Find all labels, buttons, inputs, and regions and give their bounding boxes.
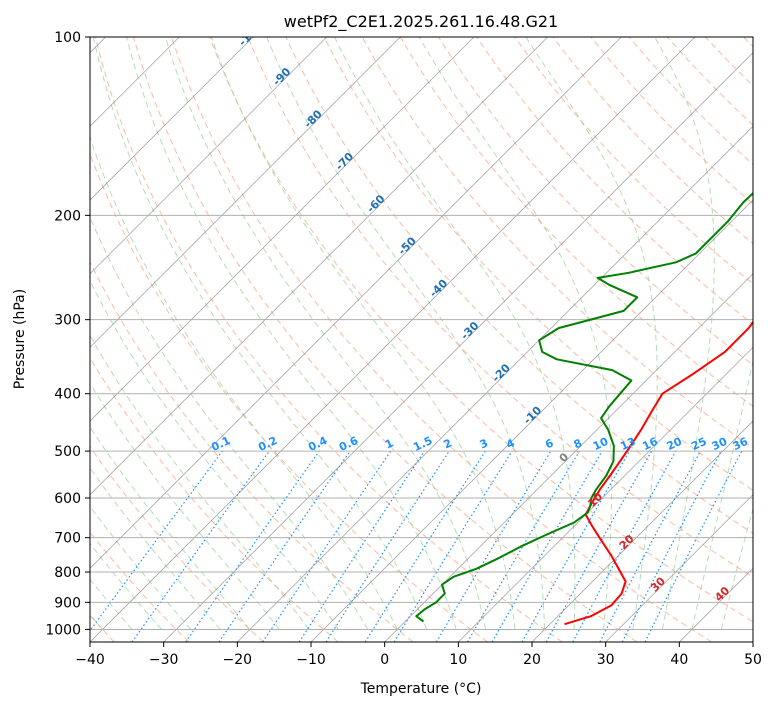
y-tick-label: 500 [54,444,81,460]
x-tick-label: −30 [149,652,179,668]
isotherm-line [90,37,622,569]
isotherm-line [90,37,475,422]
y-tick-label: 200 [54,208,81,224]
mixing-ratio-line [393,450,513,642]
y-axis-title: Pressure (hPa) [12,289,28,389]
dry-adiabat-line [247,37,753,578]
dewpoint-profile-line [415,191,753,623]
sounding-series [415,191,753,626]
temperature-profile-line [564,320,753,626]
x-tick-label: 10 [449,652,467,668]
moist-adiabat-line [720,506,753,630]
y-tick-label: 700 [54,531,81,547]
x-tick-label: 20 [523,652,541,668]
mixing-ratio-line [131,450,270,642]
x-tick-label: 50 [744,652,762,668]
dry-adiabat-line [323,37,753,491]
mixing-ratio-line [218,450,351,642]
moist-adiabat-line [266,37,546,630]
y-axis: 100 200 300 400 500 600 700 800 900 1000 [45,30,90,638]
mixing-ratio-label: 13 [618,435,637,453]
chart-title: wetPf2_C2E1.2025.261.16.48.G21 [284,12,558,32]
moist-adiabat-line [90,135,398,630]
moist-adiabat-line [90,505,192,630]
isotherm-line [163,52,753,642]
moist-adiabat-line [90,426,251,630]
dry-adiabat-line [171,37,712,642]
mixing-ratio-label: 20 [665,435,685,453]
dry-adiabat-line [285,37,753,535]
moist-adiabat-line [210,37,516,630]
isotherm-line [458,346,753,642]
x-tick-label: −20 [223,652,253,668]
x-tick-label: −10 [296,652,326,668]
moist-adiabat-line [654,37,715,630]
x-axis: −40 −30 −20 −10 0 10 20 30 40 50 [75,642,762,668]
x-tick-label: 30 [597,652,615,668]
dry-adiabat-label: -100 [236,20,265,49]
moist-adiabat-line [525,37,658,630]
y-tick-label: 600 [54,491,81,507]
dry-adiabat-line [94,37,563,642]
moist-adiabat-line [691,358,753,630]
dry-adiabat-line [132,37,638,642]
isotherm-line [90,37,254,201]
dry-adiabat-line [209,37,753,623]
isotherm-line [90,37,401,348]
moist-adiabat-line [90,215,369,630]
moist-adiabat-line [90,382,280,630]
moist-adiabat-line [90,542,162,630]
mixing-ratio-line [185,450,320,642]
isobars [90,37,753,630]
y-tick-label: 1000 [45,622,81,638]
dry-adiabat-line [476,37,753,325]
mixing-ratio-label: 36 [731,435,751,453]
mixing-ratio-label: 30 [710,435,730,453]
dry-adiabat-line [90,356,339,642]
y-tick-label: 100 [54,30,81,46]
moist-adiabat-line [418,37,613,630]
isotherm-line [90,37,548,496]
plot-frame [89,36,754,643]
mixing-ratio-lines [90,450,743,642]
x-tick-label: 40 [670,652,688,668]
y-tick-label: 400 [54,387,81,403]
isotherm-line [384,273,753,642]
isotherm-line [90,37,327,275]
moist-adiabat-line [90,578,133,630]
isotherm-line [310,199,753,642]
moist-adiabat-line [90,467,221,630]
dry-adiabat-line [90,446,264,642]
mixing-ratio-line [325,450,450,642]
y-tick-label: 300 [54,313,81,329]
plot-area: -100-90-80-70-60-50-40-30-20-10010203040… [90,20,753,642]
mixing-ratio-line [545,450,653,642]
mixing-ratio-line [572,450,677,642]
dry-adiabat-line [90,260,414,642]
x-tick-label: 0 [380,652,389,668]
mixing-ratio-label: 16 [640,435,660,453]
dry-adiabat-line [514,37,753,285]
y-tick-label: 800 [54,565,81,581]
mixing-ratio-line [521,450,631,642]
isotherm-line [605,494,753,642]
isotherm-line [90,37,696,642]
x-axis-title: Temperature (°C) [360,681,482,697]
moist-adiabat-line [92,37,428,630]
isotherm-line [531,420,753,642]
dry-adiabats [90,37,753,642]
mixing-ratio-line [644,450,743,642]
mixing-ratio-line [298,450,425,642]
y-tick-label: 900 [54,595,81,611]
moist-adiabat-line [164,37,487,630]
mixing-ratio-line [90,450,223,632]
x-tick-label: −40 [75,652,105,668]
mixing-ratio-label: 25 [689,435,708,453]
mixing-ratio-label: 10 [591,435,611,453]
moist-adiabat-line [90,279,339,630]
mixing-ratio-line [262,450,392,642]
